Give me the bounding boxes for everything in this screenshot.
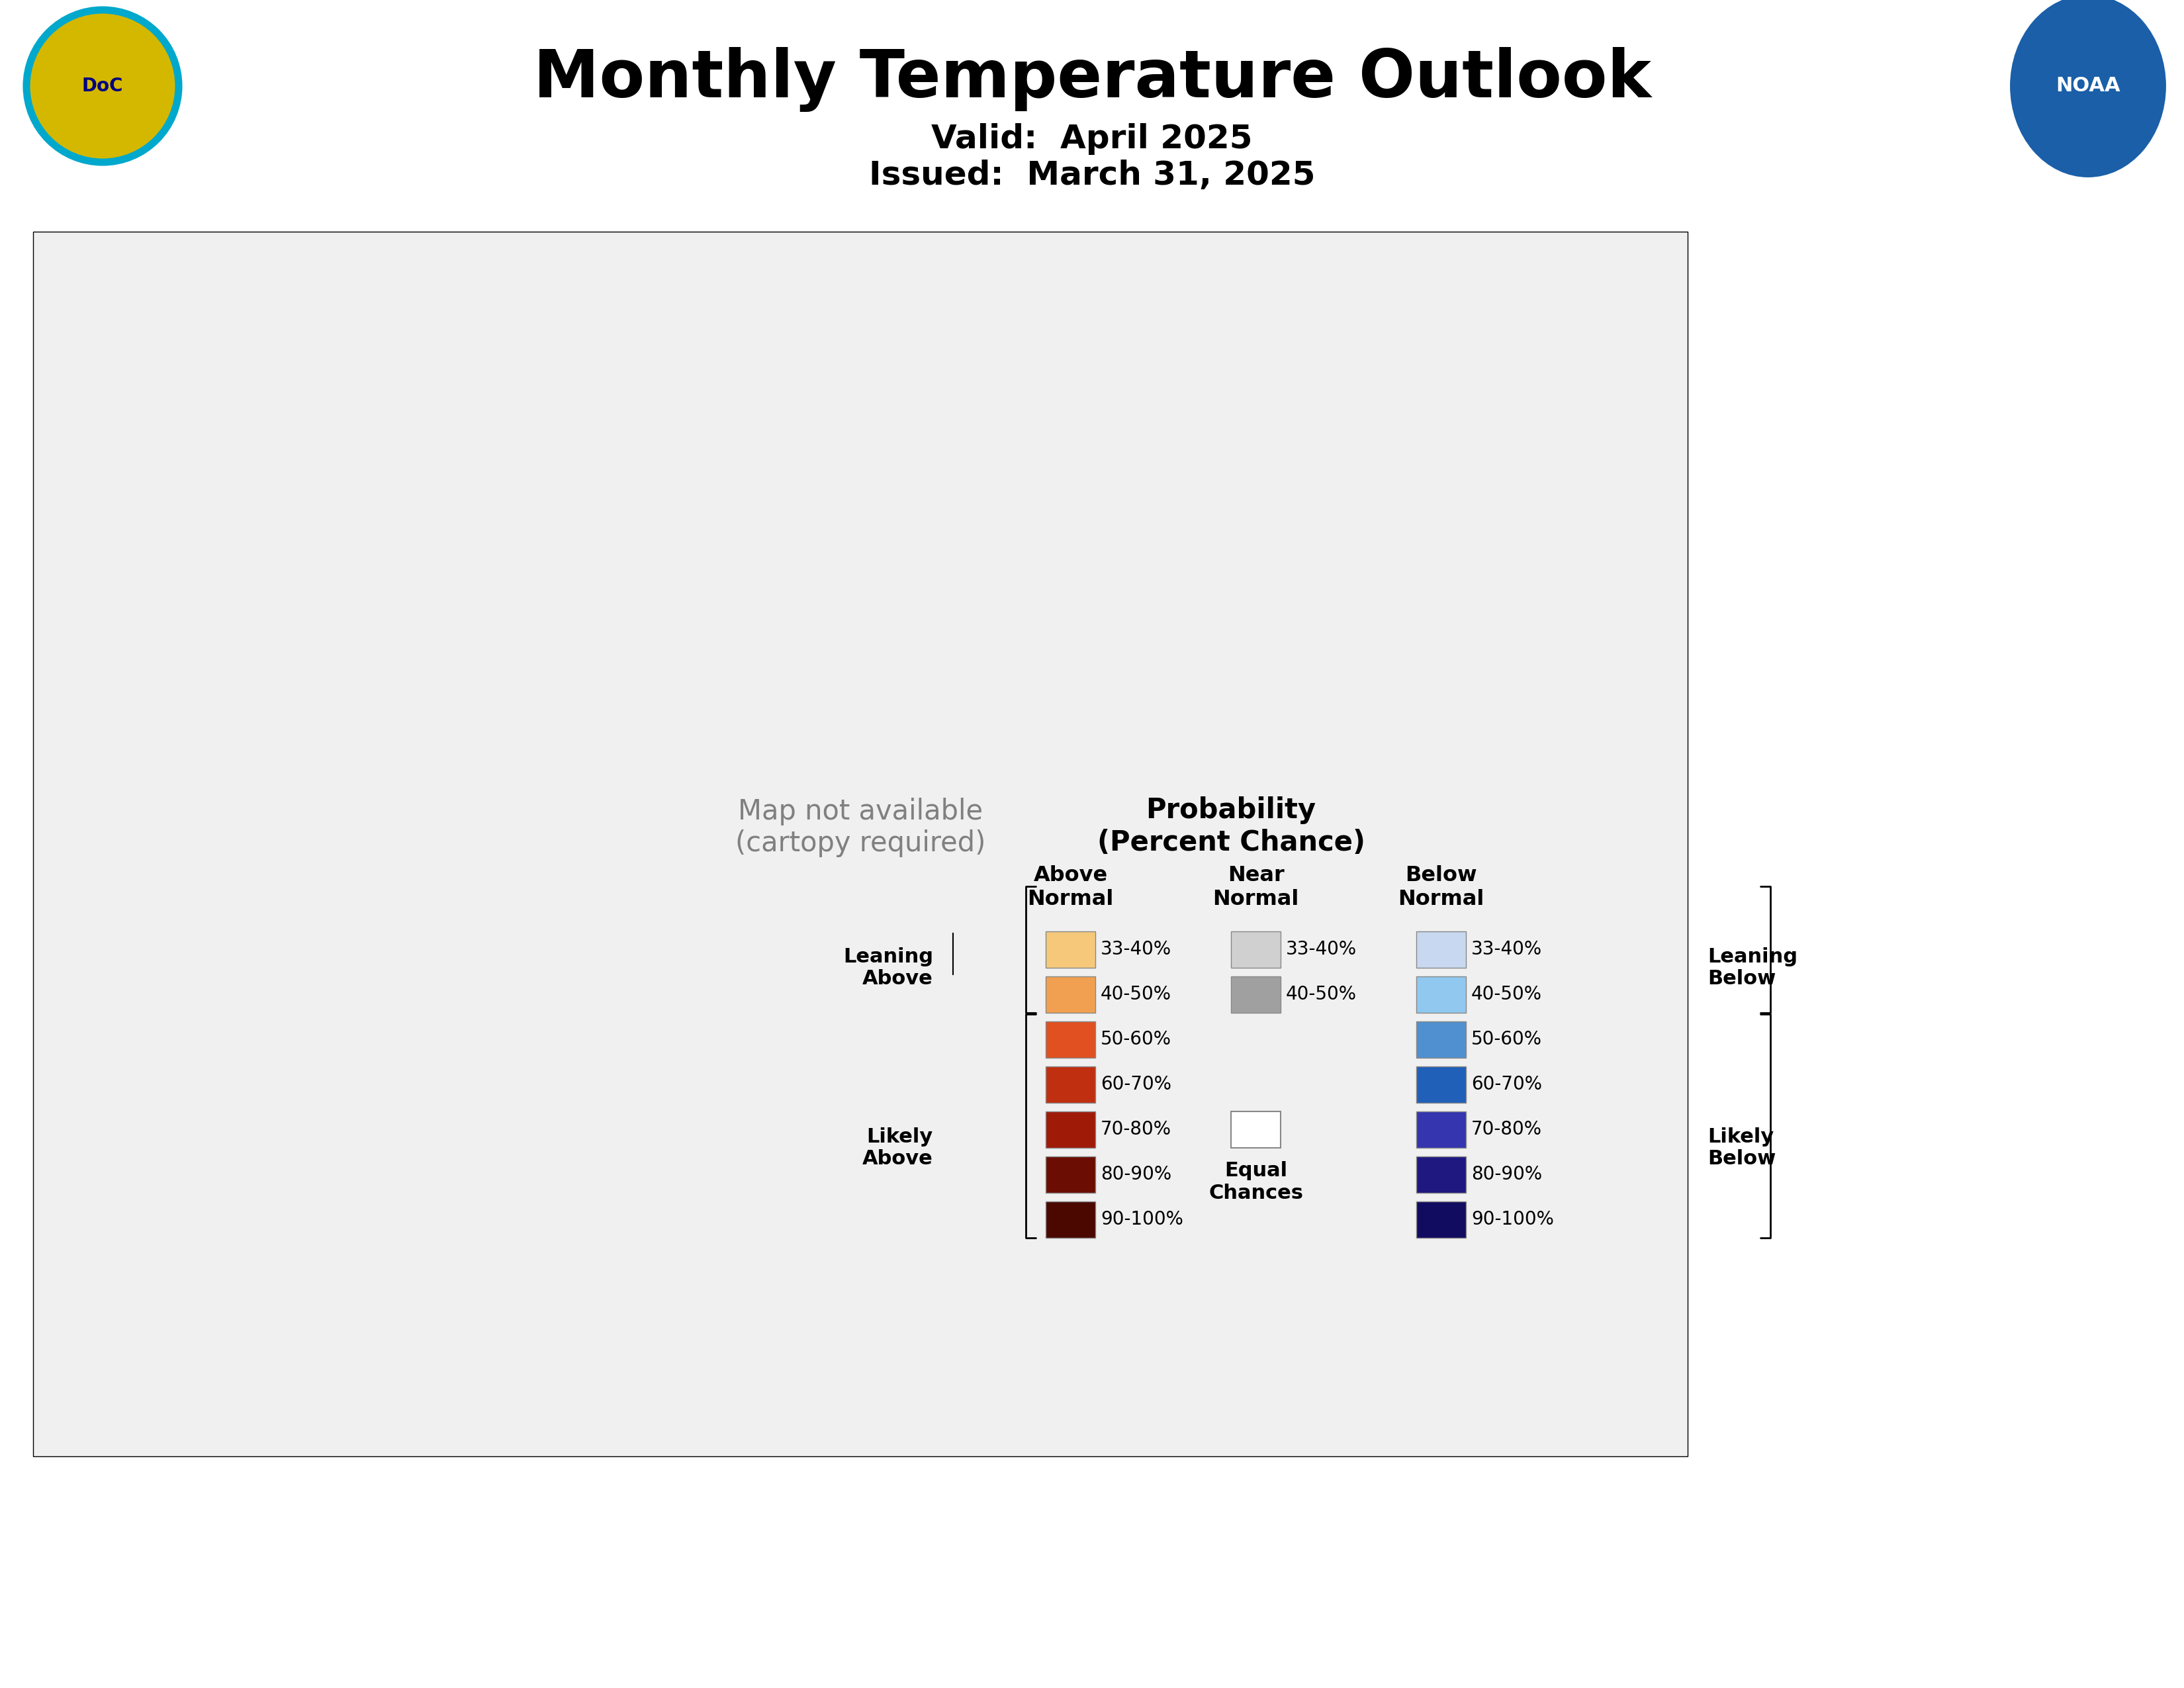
- Text: Map not available
(cartopy required): Map not available (cartopy required): [736, 797, 985, 858]
- Text: 70-80%: 70-80%: [1101, 1121, 1171, 1139]
- Text: 60-70%: 60-70%: [1101, 1075, 1171, 1094]
- Text: Leaning
Below: Leaning Below: [1708, 947, 1797, 989]
- Text: 90-100%: 90-100%: [1101, 1210, 1184, 1229]
- Text: Valid:  April 2025: Valid: April 2025: [930, 123, 1254, 155]
- FancyBboxPatch shape: [1232, 976, 1280, 1013]
- Bar: [33, 231, 1688, 1457]
- FancyBboxPatch shape: [1415, 1156, 1465, 1193]
- Text: 80-90%: 80-90%: [1472, 1165, 1542, 1183]
- Text: 60-70%: 60-70%: [1472, 1075, 1542, 1094]
- Text: Issued:  March 31, 2025: Issued: March 31, 2025: [869, 160, 1315, 191]
- Text: Equal
Chances: Equal Chances: [1208, 1161, 1304, 1202]
- Text: NOAA: NOAA: [2055, 76, 2121, 96]
- FancyBboxPatch shape: [1046, 1111, 1096, 1148]
- Text: Likely
Above: Likely Above: [863, 1128, 933, 1168]
- Text: Near
Normal: Near Normal: [1212, 866, 1299, 910]
- Text: 40-50%: 40-50%: [1472, 986, 1542, 1004]
- FancyBboxPatch shape: [1415, 932, 1465, 967]
- FancyBboxPatch shape: [1232, 1111, 1280, 1148]
- Text: Below
Normal: Below Normal: [1398, 866, 1485, 910]
- Text: Leaning
Above: Leaning Above: [843, 947, 933, 989]
- Text: 90-100%: 90-100%: [1472, 1210, 1553, 1229]
- FancyBboxPatch shape: [1046, 1202, 1096, 1237]
- FancyBboxPatch shape: [1415, 1202, 1465, 1237]
- Circle shape: [26, 10, 179, 162]
- FancyBboxPatch shape: [1046, 1021, 1096, 1058]
- FancyBboxPatch shape: [1232, 932, 1280, 967]
- Text: 40-50%: 40-50%: [1101, 986, 1171, 1004]
- Text: 70-80%: 70-80%: [1472, 1121, 1542, 1139]
- FancyBboxPatch shape: [1046, 932, 1096, 967]
- Text: 33-40%: 33-40%: [1101, 940, 1171, 959]
- FancyBboxPatch shape: [1415, 1067, 1465, 1102]
- Text: Monthly Temperature Outlook: Monthly Temperature Outlook: [533, 47, 1651, 111]
- Text: 80-90%: 80-90%: [1101, 1165, 1171, 1183]
- Text: 33-40%: 33-40%: [1472, 940, 1542, 959]
- Text: 33-40%: 33-40%: [1286, 940, 1356, 959]
- FancyBboxPatch shape: [1046, 1067, 1096, 1102]
- FancyBboxPatch shape: [1415, 976, 1465, 1013]
- Text: 40-50%: 40-50%: [1286, 986, 1356, 1004]
- FancyBboxPatch shape: [1415, 1111, 1465, 1148]
- Text: Probability
(Percent Chance): Probability (Percent Chance): [1096, 797, 1365, 856]
- Text: 50-60%: 50-60%: [1101, 1030, 1171, 1048]
- FancyBboxPatch shape: [1046, 976, 1096, 1013]
- Ellipse shape: [2009, 0, 2167, 179]
- Text: DoC: DoC: [83, 76, 122, 95]
- Text: Above
Normal: Above Normal: [1026, 866, 1114, 910]
- Text: 50-60%: 50-60%: [1472, 1030, 1542, 1048]
- FancyBboxPatch shape: [1046, 1156, 1096, 1193]
- Text: Likely
Below: Likely Below: [1708, 1128, 1776, 1168]
- FancyBboxPatch shape: [1415, 1021, 1465, 1058]
